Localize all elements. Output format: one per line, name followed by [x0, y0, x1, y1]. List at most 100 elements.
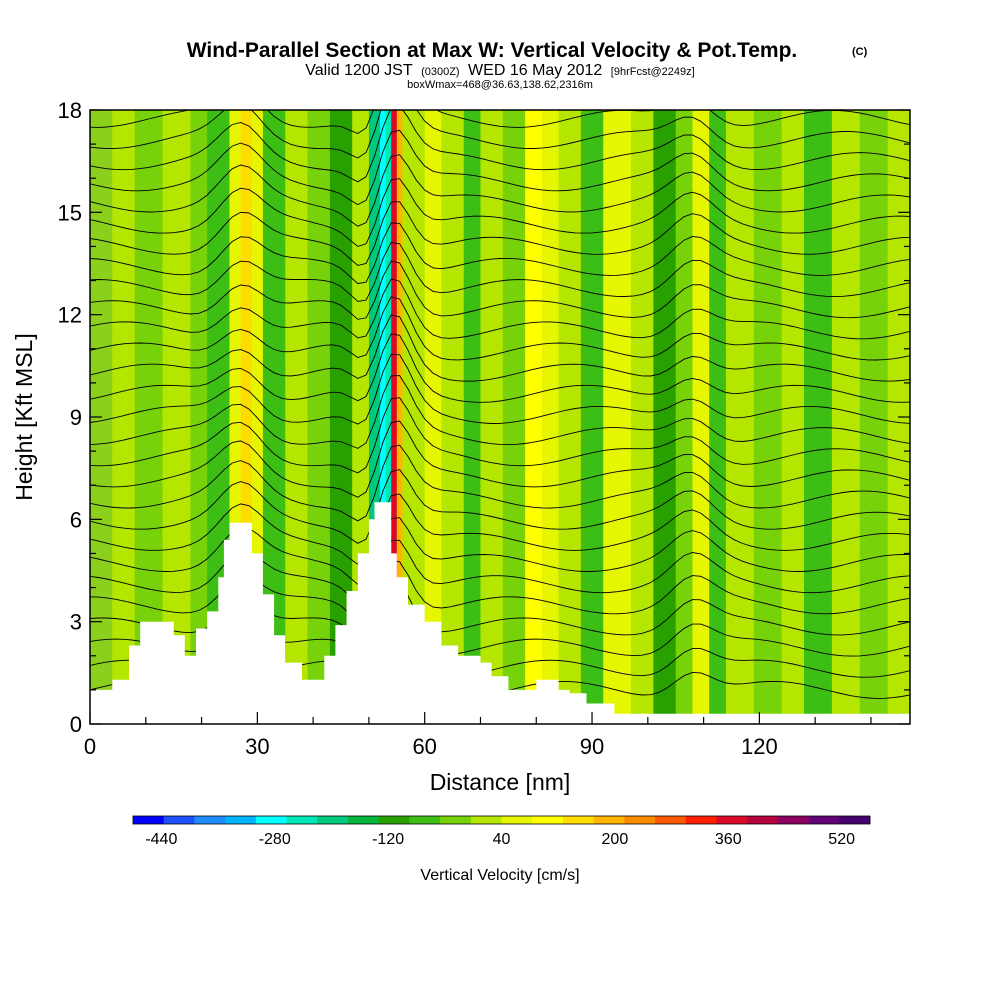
- shading-band: [502, 110, 526, 724]
- shading-band: [112, 110, 136, 724]
- theta-contours: [90, 110, 910, 699]
- shading-band: [781, 110, 805, 724]
- shading-band: [541, 110, 560, 724]
- theta-contour-line: [90, 110, 910, 159]
- theta-contour-line: [90, 517, 910, 585]
- chart-subtitle: Valid 1200 JST (0300Z) WED 16 May 2012 […: [305, 62, 694, 79]
- colorbar-swatch: [225, 816, 257, 824]
- chart-title: Wind-Parallel Section at Max W: Vertical…: [187, 39, 798, 62]
- colorbar-swatch: [624, 816, 656, 824]
- theta-contour-line: [90, 314, 910, 382]
- y-tick-label: 15: [58, 200, 82, 225]
- shading-band: [262, 110, 286, 724]
- colorbar-swatch: [808, 816, 840, 824]
- shading-band: [558, 110, 582, 724]
- colorbar-swatch: [716, 816, 748, 824]
- shading-band: [190, 110, 208, 724]
- colorbar-swatch: [655, 816, 687, 824]
- theta-contour-line: [90, 201, 910, 266]
- shading-band: [229, 110, 242, 724]
- theta-contour-line: [90, 110, 910, 135]
- y-axis-label: Height [Kft MSL]: [11, 333, 37, 500]
- subtitle-utc: (0300Z): [421, 66, 460, 78]
- shading-band: [251, 110, 264, 724]
- theta-contour-line: [90, 242, 910, 302]
- colorbar-swatch: [194, 816, 226, 824]
- colorbar-swatch: [685, 816, 717, 824]
- x-axis: 0 30 60 90 120: [84, 712, 872, 759]
- theta-contour-line: [90, 296, 910, 361]
- theta-contour-line: [90, 154, 910, 227]
- colorbar-swatch: [777, 816, 809, 824]
- shading-band: [631, 110, 654, 724]
- y-tick-label: 0: [70, 712, 82, 737]
- theta-contour-line: [90, 444, 910, 522]
- subtitle-forecast: [9hrFcst@2249z]: [611, 66, 695, 78]
- y-tick-label: 6: [70, 507, 82, 532]
- shading-band: [240, 110, 253, 724]
- title-mark: (C): [852, 46, 868, 58]
- colorbar-ticks: -440 -280 -120 40 200 360 520: [145, 831, 855, 848]
- theta-contour-line: [90, 129, 910, 206]
- shading-band: [402, 110, 426, 724]
- shading-band: [385, 110, 392, 724]
- shading-band: [463, 110, 481, 724]
- y-tick-label: 9: [70, 405, 82, 430]
- subtitle-valid: Valid 1200 JST: [305, 62, 413, 79]
- colorbar-frame: [132, 815, 871, 825]
- shading-band: [162, 110, 191, 724]
- theta-contour-line: [90, 222, 910, 285]
- theta-contour-line: [90, 397, 910, 474]
- shading-band: [525, 110, 543, 724]
- theta-contour-line: [90, 278, 910, 340]
- x-tick-label: 120: [741, 734, 778, 759]
- plot-area: [90, 110, 910, 724]
- theta-contour-line: [90, 333, 910, 403]
- colorbar-swatch: [747, 816, 779, 824]
- colorbar-tick-label: 200: [602, 831, 629, 848]
- colorbar-swatch: [470, 816, 502, 824]
- x-tick-label: 30: [245, 734, 269, 759]
- x-tick-label: 90: [580, 734, 604, 759]
- colorbar-swatch: [133, 816, 165, 824]
- shading-band: [285, 110, 309, 724]
- theta-contour-line: [90, 353, 910, 425]
- theta-contour-line: [90, 178, 910, 247]
- theta-contour-line: [90, 375, 910, 449]
- colorbar-label: Vertical Velocity [cm/s]: [420, 867, 579, 884]
- colorbar-swatch: [532, 816, 564, 824]
- theta-contour-line: [90, 420, 910, 498]
- shading-band: [480, 110, 504, 724]
- colorbar-tick-label: 40: [493, 831, 511, 848]
- colorbar-swatch: [440, 816, 472, 824]
- y-axis: 0 3 6 9 12 15 18: [58, 98, 910, 737]
- theta-contour-line: [90, 493, 910, 565]
- shading-band: [603, 110, 632, 724]
- colorbar-swatch: [317, 816, 349, 824]
- colorbar-swatch: [501, 816, 533, 824]
- shading-band: [753, 110, 783, 724]
- y-tick-label: 3: [70, 610, 82, 635]
- colorbar: [132, 815, 871, 825]
- shading-band: [441, 110, 465, 724]
- colorbar-swatch: [409, 816, 441, 824]
- shading-band: [653, 110, 677, 724]
- x-tick-label: 0: [84, 734, 96, 759]
- colorbar-tick-label: -440: [145, 831, 177, 848]
- terrain-mask: [90, 502, 910, 724]
- subtitle-date: WED 16 May 2012: [468, 62, 602, 79]
- shading-band: [368, 110, 381, 724]
- colorbar-swatch: [562, 816, 595, 824]
- shading-band: [307, 110, 331, 724]
- colorbar-swatch: [839, 816, 871, 824]
- shading-band: [859, 110, 889, 724]
- colorbar-swatch: [593, 816, 625, 824]
- shading-band: [396, 110, 403, 724]
- colorbar-tick-label: 360: [715, 831, 742, 848]
- shading-band: [424, 110, 442, 724]
- colorbar-swatch: [286, 816, 318, 824]
- colorbar-swatch: [255, 816, 287, 824]
- shading-band: [709, 110, 727, 724]
- colorbar-tick-label: 520: [828, 831, 855, 848]
